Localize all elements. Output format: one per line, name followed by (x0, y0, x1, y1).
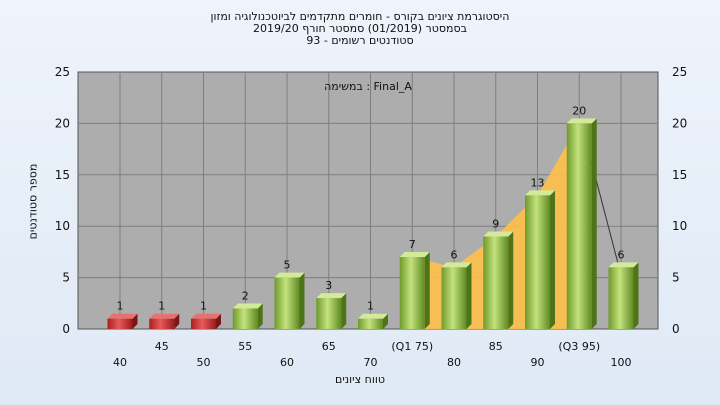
x-tick-label-8: 80 (447, 356, 461, 369)
bar-value-label-5: 3 (325, 279, 332, 292)
bar-side-10 (550, 190, 555, 329)
bar-9 (483, 236, 509, 329)
bar-side-0 (132, 313, 138, 329)
bar-value-label-4: 5 (284, 259, 291, 272)
bar-2 (191, 318, 216, 329)
x-axis-title: טווח ציונים (335, 373, 385, 386)
y-tick-label-right-5: 5 (672, 271, 680, 285)
bar-top-11 (566, 118, 597, 124)
bar-6 (358, 318, 383, 329)
chart-title-line-1: היסטוגרמת ציונים בקורס - חומרים מתקדמים … (210, 10, 510, 23)
y-tick-label-right-0: 0 (672, 322, 680, 336)
y-tick-label-right-10: 10 (672, 219, 687, 233)
bar-top-9 (483, 231, 514, 237)
bar-value-label-1: 1 (158, 300, 165, 313)
bar-0 (107, 318, 133, 329)
y-tick-label-right-25: 25 (672, 65, 687, 79)
y-tick-label-left-20: 20 (55, 116, 70, 130)
bar-side-4 (299, 272, 305, 329)
bar-value-label-7: 7 (409, 238, 416, 251)
x-tick-label-10: 90 (531, 356, 545, 369)
y-tick-label-right-15: 15 (672, 168, 687, 182)
bar-top-4 (274, 272, 305, 278)
bar-7 (399, 257, 425, 329)
bar-value-label-12: 6 (618, 248, 625, 261)
bar-top-2 (191, 313, 221, 319)
x-tick-label-12: 100 (611, 356, 632, 369)
bar-value-label-9: 9 (492, 217, 499, 230)
bar-top-3 (232, 303, 263, 309)
bar-side-3 (257, 303, 263, 329)
bar-top-1 (149, 313, 180, 319)
bar-top-7 (399, 252, 430, 258)
y-axis-title: מספר סטודנטים (26, 163, 40, 240)
bar-value-label-8: 6 (451, 248, 458, 261)
bar-value-label-2: 1 (200, 300, 207, 313)
bar-top-0 (107, 313, 138, 319)
bar-value-label-6: 1 (367, 300, 374, 313)
y-tick-label-left-5: 5 (62, 271, 70, 285)
bar-value-label-11: 20 (572, 104, 586, 117)
bar-4 (274, 277, 300, 329)
bar-value-label-10: 13 (531, 176, 545, 189)
bar-side-7 (424, 252, 430, 329)
bar-10 (525, 195, 550, 329)
y-tick-label-left-15: 15 (55, 168, 70, 182)
x-tick-label-3: 55 (238, 340, 252, 353)
bar-side-2 (216, 313, 221, 329)
x-tick-label-2: 50 (197, 356, 211, 369)
bar-side-8 (466, 262, 472, 329)
x-tick-label-4: 60 (280, 356, 294, 369)
chart-title-line-2: בסמסטר (01/2019) סמסטר חורף 2019/20 (253, 22, 467, 35)
chart-title-line-3: סטודנטים רשומים - 93 (306, 34, 414, 47)
bar-top-10 (525, 190, 555, 196)
x-tick-label-5: 65 (322, 340, 336, 353)
bar-1 (149, 318, 175, 329)
bar-side-9 (508, 231, 514, 329)
x-tick-label-6: 70 (364, 356, 378, 369)
y-tick-label-left-10: 10 (55, 219, 70, 233)
bars-layer (107, 118, 639, 330)
bar-top-5 (316, 293, 347, 299)
bar-top-8 (441, 262, 472, 268)
x-tick-label-11: (Q3 95) (558, 340, 600, 353)
bar-8 (441, 267, 467, 329)
bar-3 (232, 308, 258, 329)
x-tick-label-7: (Q1 75) (391, 340, 433, 353)
x-tick-label-1: 45 (155, 340, 169, 353)
x-tick-label-9: 85 (489, 340, 503, 353)
bar-11 (566, 123, 592, 330)
bar-top-6 (358, 313, 388, 319)
bar-side-5 (341, 293, 347, 329)
bar-side-11 (591, 118, 597, 330)
y-tick-label-right-20: 20 (672, 116, 687, 130)
chart-annotation: במשימה : Final_A (324, 80, 412, 93)
bar-12 (608, 267, 634, 329)
bar-side-12 (633, 262, 639, 329)
x-tick-label-0: 40 (113, 356, 127, 369)
bar-top-12 (608, 262, 639, 268)
bar-value-label-3: 2 (242, 289, 249, 302)
bar-value-label-0: 1 (117, 300, 124, 313)
bar-side-1 (174, 313, 180, 329)
y-tick-label-left-0: 0 (62, 322, 70, 336)
y-tick-label-left-25: 25 (55, 65, 70, 79)
bar-5 (316, 298, 342, 329)
bar-side-6 (383, 313, 388, 329)
